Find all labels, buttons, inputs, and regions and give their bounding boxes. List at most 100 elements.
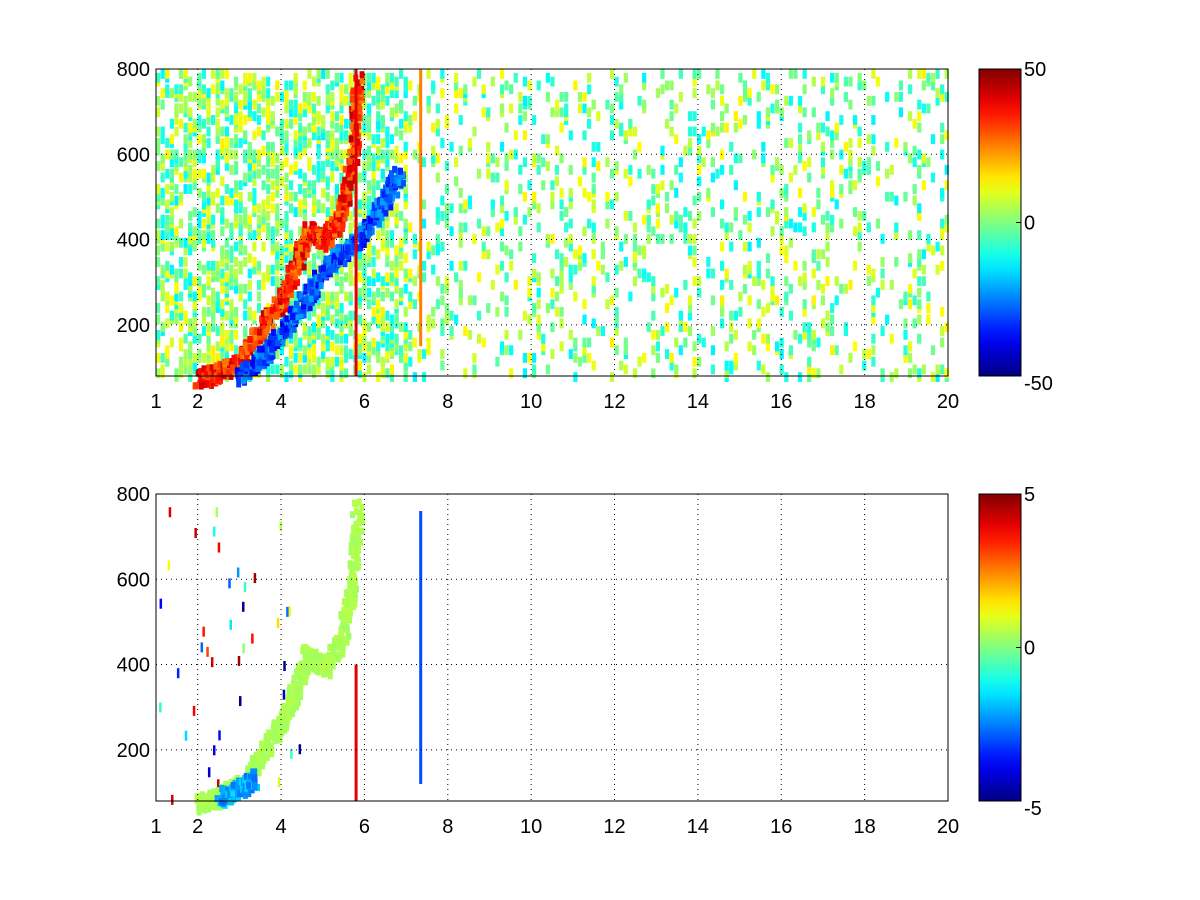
- heatmap-cell: [577, 176, 583, 187]
- heatmap-cell: [156, 184, 161, 194]
- heatmap-ridge-cell: [301, 306, 307, 314]
- heatmap-cell: [243, 283, 248, 294]
- heatmap-cell: [481, 241, 486, 252]
- heatmap-cell: [747, 95, 752, 106]
- heatmap-ridge-cell: [301, 311, 307, 319]
- heatmap-ridge-cell: [300, 249, 306, 257]
- heatmap-cell: [564, 103, 569, 114]
- heatmap-cell: [697, 69, 702, 79]
- heatmap-cell: [224, 237, 229, 248]
- heatmap-ridge-cell: [395, 191, 401, 199]
- heatmap-cell: [348, 326, 353, 336]
- heatmap-cell: [871, 314, 876, 325]
- heatmap-ridge-cell: [331, 226, 337, 234]
- heatmap-cell: [192, 149, 197, 160]
- heatmap-cell: [178, 218, 184, 229]
- heatmap-cell: [857, 168, 862, 179]
- heatmap-cell: [247, 141, 252, 152]
- heatmap-cell: [348, 349, 353, 359]
- heatmap-cell: [266, 184, 271, 194]
- heatmap-cell: [692, 88, 697, 99]
- heatmap-cell: [458, 230, 463, 241]
- x-tick-label: 12: [603, 391, 625, 413]
- heatmap-cell: [848, 180, 853, 191]
- heatmap-cell: [229, 341, 234, 352]
- x-tick-label: 10: [520, 816, 542, 838]
- heatmap-cell: [504, 210, 509, 221]
- heatmap-cell: [944, 214, 949, 225]
- heatmap-cell: [921, 153, 926, 164]
- heatmap-cell: [302, 145, 307, 156]
- heatmap-cell: [224, 184, 229, 194]
- heatmap-ridge-cell: [342, 260, 348, 268]
- heatmap-cell: [568, 187, 573, 198]
- heatmap-cell: [421, 349, 427, 359]
- heatmap-cell: [197, 218, 202, 229]
- heatmap-ridge-cell: [352, 590, 358, 598]
- heatmap-cell: [389, 230, 395, 241]
- heatmap-ridge-cell: [291, 676, 297, 684]
- heatmap-cell: [710, 364, 716, 375]
- heatmap-cell: [444, 303, 450, 313]
- heatmap-cell: [160, 352, 165, 363]
- x-tick-label: 2: [192, 391, 203, 413]
- heatmap-cell: [866, 222, 871, 233]
- heatmap-cell: [201, 218, 207, 229]
- heatmap-cell: [325, 306, 330, 317]
- heatmap-cell: [380, 314, 385, 325]
- heatmap-ridge-cell: [289, 313, 295, 321]
- heatmap-cell: [376, 145, 381, 156]
- heatmap-cell: [206, 172, 211, 183]
- heatmap-ridge-cell: [294, 240, 300, 248]
- heatmap-cell: [238, 291, 243, 302]
- heatmap-cell: [421, 260, 427, 271]
- heatmap-cell: [348, 260, 353, 271]
- heatmap-ridge-cell: [344, 251, 350, 259]
- heatmap-cell: [357, 345, 362, 356]
- heatmap-cell: [765, 333, 771, 344]
- heatmap-cell: [440, 210, 445, 221]
- heatmap-cell: [944, 130, 949, 141]
- heatmap-cell: [366, 103, 372, 114]
- heatmap-cell: [288, 368, 294, 379]
- heatmap-cell: [793, 164, 798, 175]
- heatmap-cell: [192, 157, 197, 168]
- heatmap-ridge-cell: [305, 645, 311, 653]
- heatmap-cell: [550, 268, 555, 279]
- heatmap-cell: [165, 214, 170, 225]
- heatmap-cell: [276, 618, 280, 629]
- heatmap-cell: [756, 268, 761, 279]
- heatmap-cell: [710, 88, 716, 99]
- heatmap-cell: [765, 372, 771, 382]
- heatmap-ridge-cell: [350, 524, 356, 532]
- heatmap-cell: [357, 360, 362, 371]
- heatmap-cell: [642, 268, 647, 279]
- heatmap-cell: [591, 276, 596, 287]
- heatmap-cell: [944, 69, 949, 79]
- heatmap-cell: [623, 72, 628, 83]
- heatmap-cell: [330, 168, 335, 179]
- heatmap-cell: [940, 92, 945, 102]
- heatmap-ridge-cell: [217, 360, 223, 368]
- heatmap-cell: [325, 176, 330, 187]
- heatmap-cell: [866, 134, 871, 145]
- heatmap-stripe: [419, 69, 423, 347]
- heatmap-cell: [256, 214, 262, 225]
- heatmap-cell: [678, 69, 683, 79]
- top-colorbar-tick-labels: 500-50: [1016, 59, 1053, 395]
- heatmap-ridge-cell: [325, 231, 331, 239]
- heatmap-cell: [293, 364, 298, 375]
- heatmap-cell: [211, 84, 216, 95]
- heatmap-cell: [637, 95, 642, 106]
- heatmap-cell: [183, 168, 188, 179]
- heatmap-ridge-cell: [209, 802, 215, 810]
- heatmap-cell: [403, 172, 408, 183]
- heatmap-cell: [784, 218, 789, 229]
- heatmap-cell: [664, 349, 670, 359]
- heatmap-cell: [380, 291, 385, 302]
- heatmap-cell: [536, 164, 541, 175]
- heatmap-cell: [651, 345, 656, 356]
- heatmap-cell: [830, 187, 835, 198]
- heatmap-cell: [408, 299, 413, 310]
- heatmap-cell: [298, 111, 303, 122]
